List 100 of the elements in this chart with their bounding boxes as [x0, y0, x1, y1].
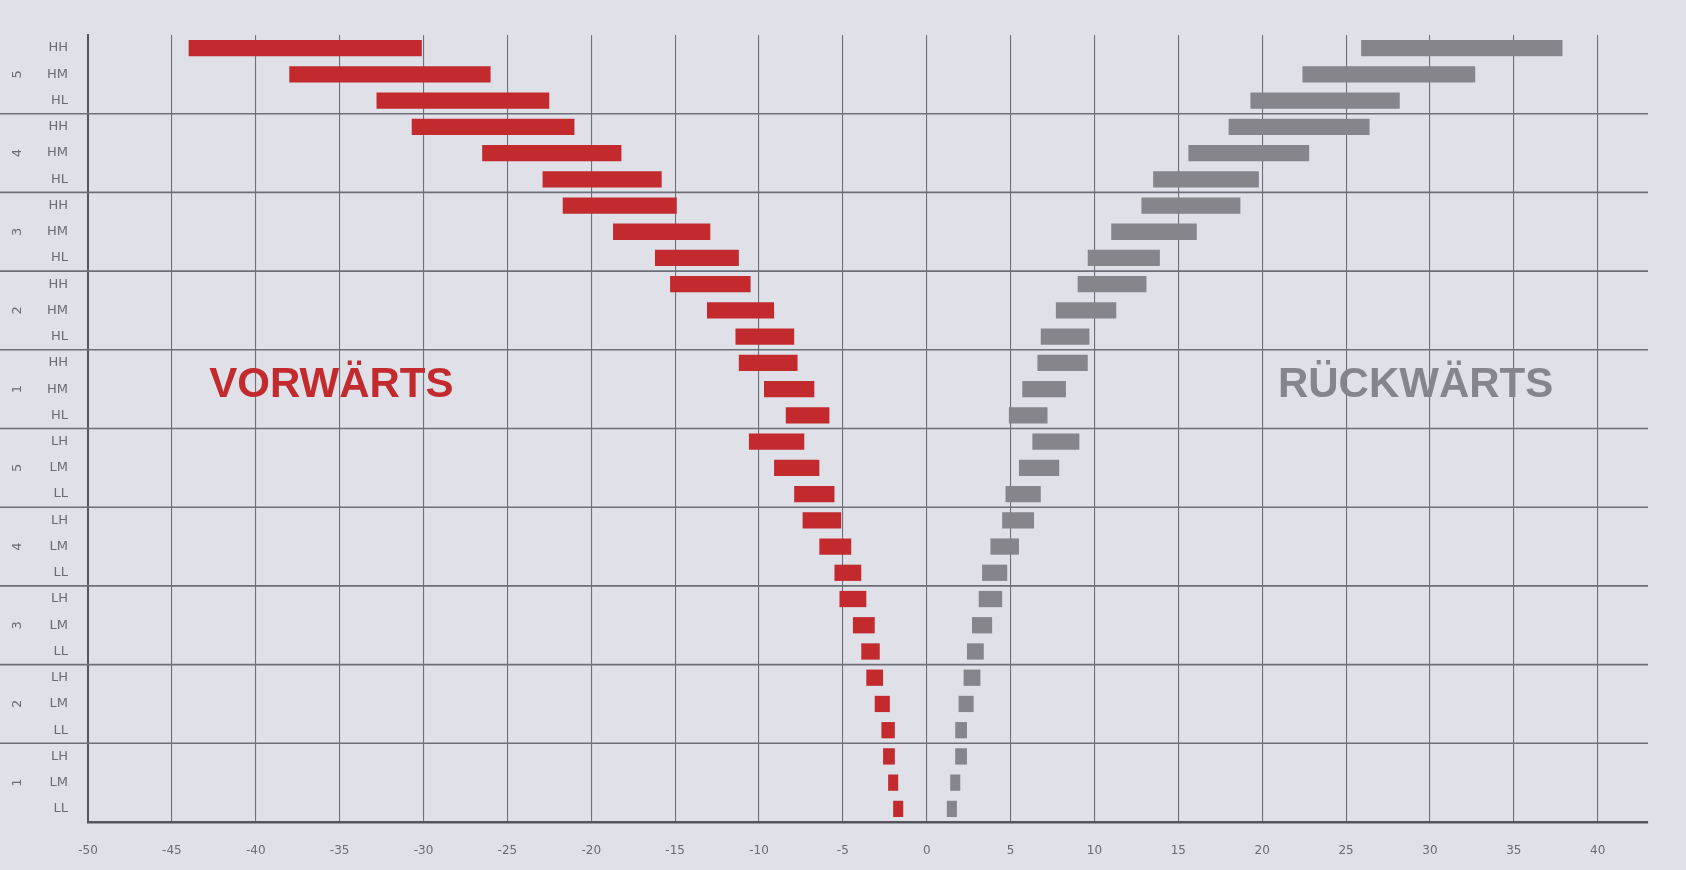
x-tick-label: -20 [581, 843, 602, 858]
text: 5 [8, 463, 24, 472]
y-tick-label: LM [49, 537, 68, 553]
bar [1228, 118, 1370, 135]
x-tick-label: -50 [78, 843, 98, 858]
bar [1087, 249, 1160, 267]
y-tick-label: HH [48, 118, 68, 134]
x-tick-label: 35 [1506, 843, 1522, 858]
x-tick-label: -25 [497, 843, 518, 858]
y-tick-label: HM [47, 65, 68, 81]
bar [1032, 433, 1080, 450]
text: 2 [8, 699, 24, 709]
bar [972, 617, 993, 634]
x-tick-label: 30 [1422, 843, 1438, 858]
y-tick-label: LH [50, 432, 68, 448]
y-tick-label: LL [53, 800, 69, 816]
y-tick-label: LL [53, 564, 69, 580]
x-tick-label: 40 [1590, 843, 1606, 858]
bar [990, 538, 1019, 555]
y-tick-label: LM [49, 459, 68, 475]
x-tick-label: -10 [749, 843, 769, 858]
bar [958, 695, 974, 713]
y-tick-label: LH [50, 669, 68, 685]
y-tick-label: LH [50, 590, 68, 606]
y-tick-label: HL [50, 406, 69, 422]
bar [794, 485, 835, 503]
y-tick-label: LL [53, 642, 69, 658]
bar [950, 774, 961, 791]
bar [866, 669, 884, 686]
bar [888, 774, 899, 791]
bar [670, 276, 751, 293]
bar [852, 617, 875, 634]
x-tick-label: 15 [1170, 843, 1186, 858]
bar [1302, 66, 1476, 83]
bar [1188, 144, 1310, 162]
bar [1037, 354, 1088, 372]
bar [1153, 171, 1259, 188]
bar [654, 249, 739, 267]
y-tick-label: HM [47, 380, 68, 396]
bar [966, 643, 984, 660]
text: 5 [8, 70, 24, 79]
bar [834, 564, 862, 581]
y-tick-label: HH [48, 196, 68, 212]
y-tick-label: HH [48, 39, 68, 55]
y-tick-label: HM [47, 301, 68, 317]
x-tick-label: 5 [1006, 843, 1015, 858]
bar [963, 669, 981, 686]
y-tick-label: LH [50, 747, 68, 763]
bar [376, 92, 550, 109]
y-tick-label: HL [50, 249, 69, 265]
x-tick-label: -15 [665, 843, 685, 858]
bar [881, 722, 895, 739]
text: 1 [8, 385, 24, 394]
text: 1 [8, 778, 24, 787]
x-tick-label: -40 [245, 843, 266, 858]
bar [1022, 381, 1066, 398]
text: 4 [8, 148, 24, 158]
bar [978, 590, 1003, 608]
y-tick-label: LL [53, 485, 69, 501]
y-tick-label: LM [49, 774, 68, 790]
x-tick-label: 10 [1086, 843, 1103, 858]
bar [1055, 302, 1117, 319]
bar [562, 197, 677, 214]
bar [1018, 459, 1060, 476]
bar [613, 223, 711, 240]
y-tick-label: LM [49, 616, 68, 632]
bar [542, 171, 662, 188]
x-tick-label: -35 [329, 843, 350, 858]
bar [839, 590, 867, 608]
y-tick-label: LM [49, 695, 68, 711]
bar [883, 748, 895, 765]
x-tick-label: -45 [162, 843, 182, 858]
bar [289, 66, 491, 83]
x-tick-label: 25 [1338, 843, 1354, 858]
bar [982, 564, 1008, 581]
text: 3 [8, 227, 24, 236]
bar [706, 302, 775, 319]
y-tick-label: HL [50, 91, 69, 107]
y-tick-label: HM [47, 223, 68, 239]
bar [955, 748, 967, 765]
bar [785, 407, 830, 424]
x-tick-label: -5 [836, 843, 849, 858]
bar [946, 800, 957, 818]
bar [738, 354, 798, 372]
x-tick-label: 0 [922, 843, 931, 858]
bar [1005, 485, 1041, 503]
bar [482, 144, 622, 162]
text: 3 [8, 621, 24, 630]
bar [748, 433, 805, 450]
bar [188, 39, 422, 57]
bar [1040, 328, 1090, 345]
bar [955, 722, 967, 739]
bar [802, 512, 842, 529]
y-tick-label: HL [50, 328, 69, 344]
bar [1361, 39, 1563, 57]
bar [1008, 407, 1048, 424]
y-tick-label: LL [53, 721, 69, 737]
bar [1141, 197, 1241, 214]
x-tick-label: 20 [1254, 843, 1270, 858]
y-tick-label: HH [48, 354, 68, 370]
